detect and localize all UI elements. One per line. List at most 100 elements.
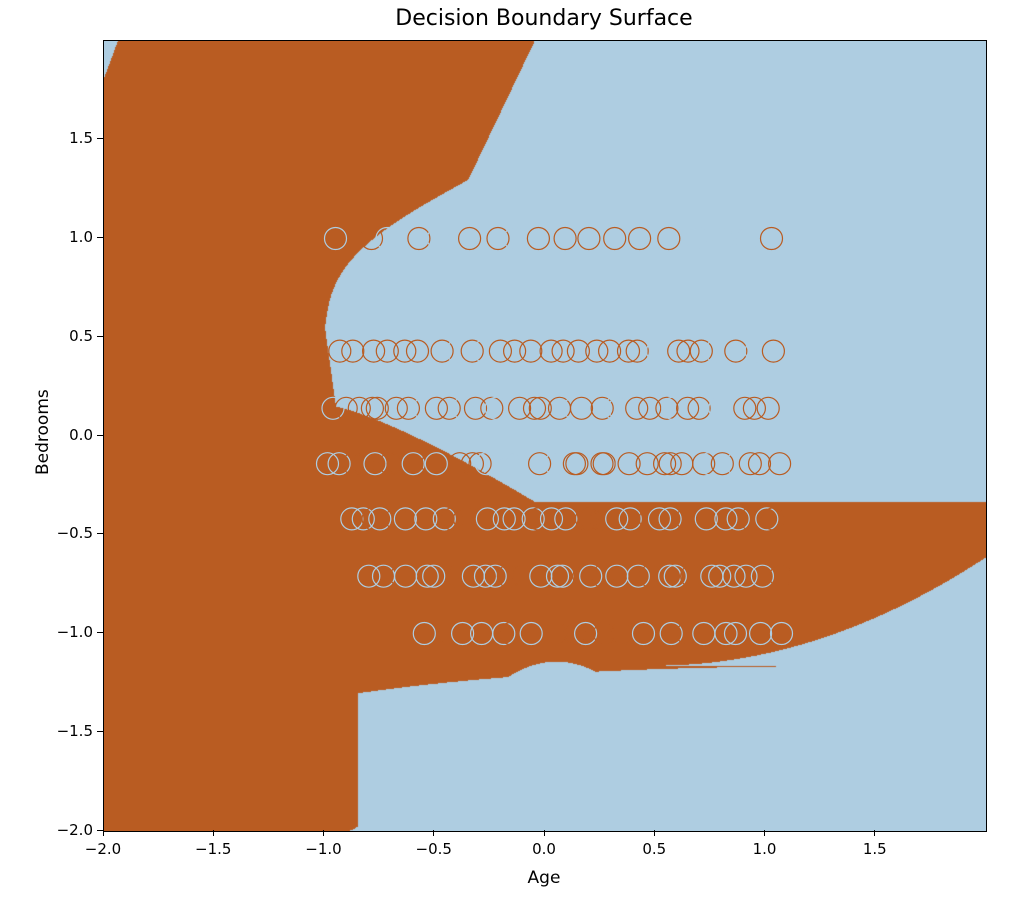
scatter-point (715, 623, 737, 645)
scatter-point (373, 565, 395, 587)
scatter-point (471, 508, 493, 530)
scatter-point (681, 565, 703, 587)
y-tick-label: −2.0 (57, 821, 93, 839)
scatter-point (481, 397, 503, 419)
scatter-point (580, 565, 602, 587)
x-tick-label: −1.5 (188, 840, 238, 858)
y-tick-mark (97, 435, 103, 436)
scatter-point (626, 340, 648, 362)
scatter-point (725, 340, 747, 362)
scatter-point (639, 508, 661, 530)
scatter-point (425, 397, 447, 419)
scatter-point (606, 565, 628, 587)
scatter-point (394, 508, 416, 530)
x-tick-label: 1.5 (850, 840, 900, 858)
scatter-point (608, 397, 630, 419)
x-tick-mark (654, 830, 655, 836)
scatter-point (727, 508, 749, 530)
scatter-point (757, 397, 779, 419)
scatter-point (626, 397, 648, 419)
scatter-point (361, 397, 383, 419)
y-tick-mark (97, 237, 103, 238)
x-tick-label: 0.5 (629, 840, 679, 858)
y-tick-label: 1.0 (69, 228, 93, 246)
scatter-point (335, 397, 357, 419)
scatter-point (660, 623, 682, 645)
scatter-point (629, 228, 651, 250)
figure: Decision Boundary Surface Age Bedrooms −… (0, 0, 1012, 898)
scatter-point (413, 623, 435, 645)
scatter-point (328, 453, 350, 475)
x-tick-mark (764, 830, 765, 836)
y-tick-mark (97, 632, 103, 633)
scatter-point (317, 453, 339, 475)
scatter-point (342, 340, 364, 362)
scatter-point (762, 508, 784, 530)
scatter-point (500, 623, 522, 645)
plot-title: Decision Boundary Surface (103, 6, 985, 31)
scatter-point (693, 623, 715, 645)
scatter-point (475, 453, 497, 475)
y-tick-label: 0.0 (69, 426, 93, 444)
scatter-point (686, 228, 708, 250)
scatter-point (376, 340, 398, 362)
scatter-point (376, 228, 398, 250)
scatter-point (656, 397, 678, 419)
x-tick-mark (103, 830, 104, 836)
scatter-point (604, 397, 626, 419)
scatter-point (693, 508, 715, 530)
scatter-point (484, 565, 506, 587)
scatter-point (761, 228, 783, 250)
scatter-point (734, 397, 756, 419)
scatter-point (423, 565, 445, 587)
scatter-point (449, 453, 471, 475)
scatter-point (527, 228, 549, 250)
scatter-point (394, 340, 416, 362)
scatter-point (677, 340, 699, 362)
scatter-point (407, 340, 429, 362)
scatter-point (369, 508, 391, 530)
scatter-point (749, 453, 771, 475)
scatter-point (591, 453, 613, 475)
scatter-point (476, 508, 498, 530)
scatter-point (668, 340, 690, 362)
scatter-point (489, 340, 511, 362)
scatter-point (606, 508, 628, 530)
scatter-point (633, 623, 655, 645)
x-tick-mark (433, 830, 434, 836)
scatter-point (726, 453, 748, 475)
scatter-point (475, 565, 497, 587)
scatter-point (547, 565, 569, 587)
scatter-point (554, 228, 576, 250)
scatter-point (769, 453, 791, 475)
scatter-point (771, 623, 793, 645)
scatter-point (348, 397, 370, 419)
scatter-point (735, 565, 757, 587)
scatter-point (619, 508, 641, 530)
x-tick-label: 0.0 (519, 840, 569, 858)
scatter-point (593, 453, 615, 475)
x-tick-mark (544, 830, 545, 836)
scatter-point (756, 508, 778, 530)
scatter-point (578, 228, 600, 250)
scatter-point (386, 508, 408, 530)
scatter-point (485, 397, 507, 419)
scatter-point (659, 565, 681, 587)
scatter-point (524, 397, 546, 419)
scatter-point (530, 565, 552, 587)
scatter-point (745, 340, 767, 362)
y-axis-label: Bedrooms (33, 389, 53, 475)
scatter-point (639, 397, 661, 419)
scatter-point (736, 228, 758, 250)
scatter-point (504, 228, 526, 250)
scatter-point (540, 340, 562, 362)
x-tick-mark (323, 830, 324, 836)
scatter-point (343, 453, 365, 475)
scatter-point (325, 228, 347, 250)
scatter-point (616, 453, 638, 475)
scatter-point (438, 623, 460, 645)
scatter-point (750, 623, 772, 645)
scatter-point (722, 397, 744, 419)
x-tick-label: −2.0 (78, 840, 128, 858)
scatter-point (611, 623, 633, 645)
